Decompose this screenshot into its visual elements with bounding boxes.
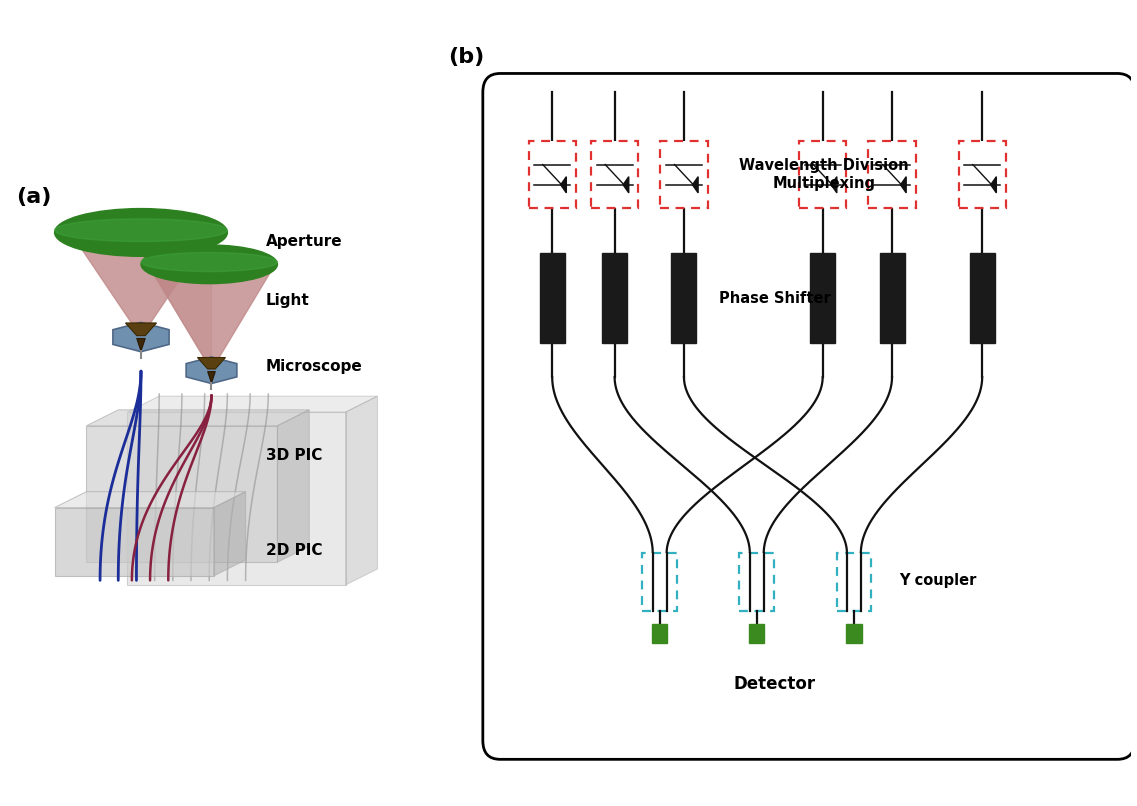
FancyBboxPatch shape: [661, 141, 707, 209]
Polygon shape: [86, 409, 309, 426]
Polygon shape: [125, 323, 157, 335]
Polygon shape: [198, 358, 225, 369]
Text: Microscope: Microscope: [266, 359, 363, 374]
FancyBboxPatch shape: [739, 553, 774, 611]
Polygon shape: [55, 492, 246, 508]
Text: Light: Light: [266, 293, 309, 308]
Polygon shape: [208, 372, 215, 383]
Polygon shape: [186, 357, 236, 384]
Text: Detector: Detector: [733, 675, 815, 693]
FancyBboxPatch shape: [958, 141, 1006, 209]
FancyBboxPatch shape: [869, 141, 915, 209]
Polygon shape: [831, 177, 837, 193]
Polygon shape: [127, 412, 346, 585]
Ellipse shape: [55, 218, 227, 242]
Bar: [672, 253, 697, 343]
Bar: [970, 253, 995, 343]
Polygon shape: [561, 177, 566, 193]
Polygon shape: [990, 177, 996, 193]
Polygon shape: [86, 426, 277, 562]
Polygon shape: [148, 232, 211, 370]
Bar: [540, 253, 565, 343]
Ellipse shape: [141, 245, 277, 284]
Polygon shape: [901, 177, 906, 193]
Bar: [603, 253, 628, 343]
Ellipse shape: [141, 252, 277, 272]
Text: 2D PIC: 2D PIC: [266, 543, 323, 559]
Polygon shape: [136, 339, 146, 351]
Polygon shape: [113, 322, 169, 351]
Polygon shape: [127, 397, 377, 412]
Text: Aperture: Aperture: [266, 234, 342, 249]
Text: (a): (a): [16, 187, 51, 207]
FancyBboxPatch shape: [837, 553, 871, 611]
FancyBboxPatch shape: [591, 141, 638, 209]
Polygon shape: [55, 508, 214, 575]
Bar: [811, 253, 836, 343]
FancyBboxPatch shape: [529, 141, 575, 209]
Text: (b): (b): [448, 48, 484, 67]
Polygon shape: [692, 177, 698, 193]
Polygon shape: [623, 177, 629, 193]
Polygon shape: [148, 264, 275, 370]
Bar: [846, 625, 862, 643]
FancyBboxPatch shape: [483, 73, 1135, 759]
Text: 3D PIC: 3D PIC: [266, 448, 323, 463]
Text: Phase Shifter: Phase Shifter: [719, 291, 830, 305]
Polygon shape: [70, 232, 211, 337]
Bar: [652, 625, 667, 643]
Bar: [880, 253, 905, 343]
Polygon shape: [277, 409, 309, 562]
Ellipse shape: [55, 209, 227, 256]
Bar: [749, 625, 764, 643]
Polygon shape: [346, 397, 377, 585]
Polygon shape: [214, 492, 246, 575]
FancyBboxPatch shape: [642, 553, 677, 611]
Text: Wavelength Division
Multiplexing: Wavelength Division Multiplexing: [739, 159, 910, 191]
Text: Y coupler: Y coupler: [899, 573, 977, 588]
FancyBboxPatch shape: [799, 141, 846, 209]
